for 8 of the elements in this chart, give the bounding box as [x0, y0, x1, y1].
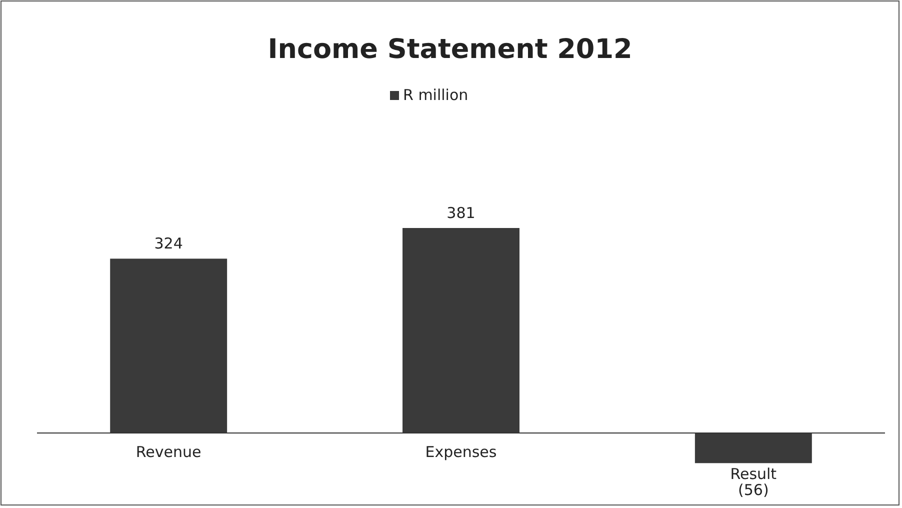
x-tick-label: Expenses [425, 443, 497, 461]
x-tick-label: Revenue [136, 443, 202, 461]
chart-title: Income Statement 2012 [268, 34, 632, 65]
legend-label: R million [403, 86, 468, 104]
data-label: 324 [154, 234, 183, 253]
data-label: (56) [738, 481, 769, 500]
data-label: 381 [446, 204, 476, 222]
x-tick-label: Result [730, 465, 777, 484]
